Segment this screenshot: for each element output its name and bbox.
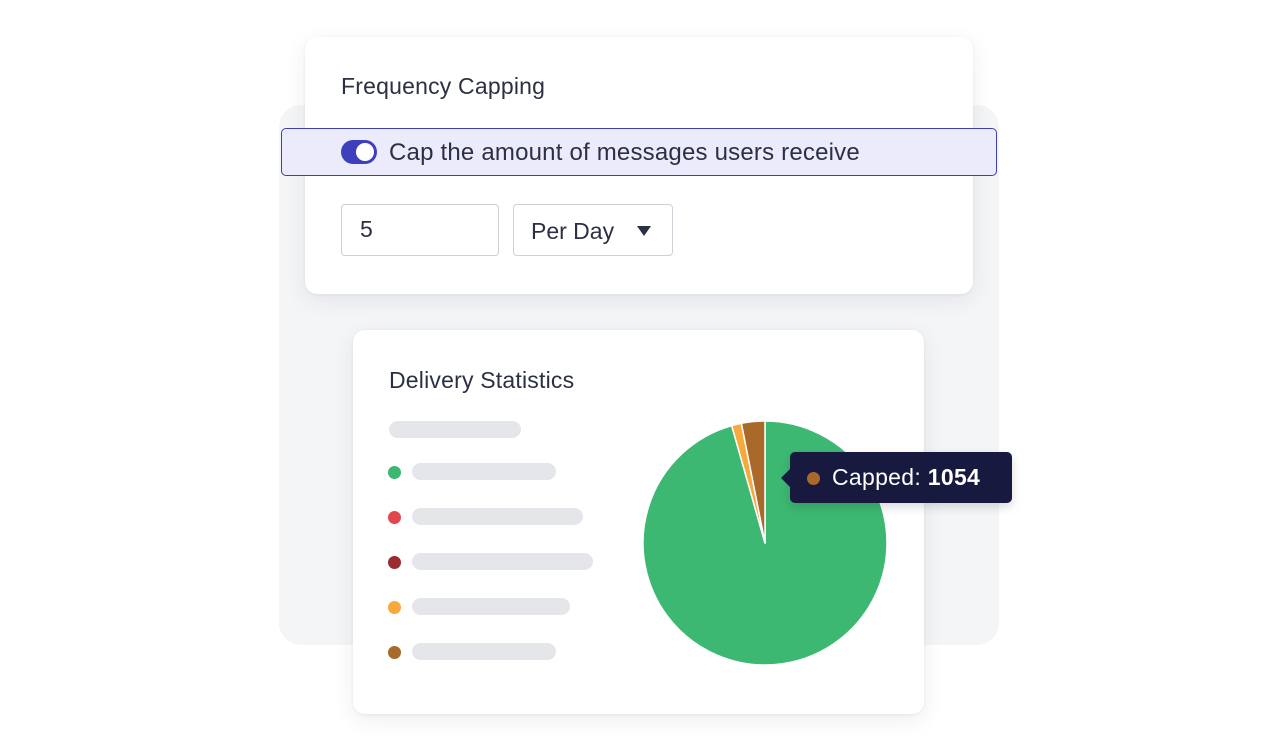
cap-messages-label: Cap the amount of messages users receive — [389, 139, 860, 166]
frequency-capping-title: Frequency Capping — [341, 73, 546, 99]
period-select-value: Per Day — [531, 218, 615, 244]
legend-dot — [388, 646, 401, 659]
cap-messages-toggle-row[interactable]: Cap the amount of messages users receive — [281, 128, 997, 176]
legend-dot — [388, 601, 401, 614]
cap-messages-toggle[interactable] — [341, 140, 377, 164]
delivery-statistics-title: Delivery Statistics — [389, 367, 575, 393]
legend-dot — [388, 556, 401, 569]
legend-label-placeholder — [412, 553, 593, 570]
legend-label-placeholder — [412, 508, 583, 525]
tooltip-value: 1054 — [927, 464, 981, 490]
legend-header-placeholder — [389, 421, 521, 438]
tooltip-text: Capped: 1054 — [832, 464, 980, 491]
caret-down-icon — [637, 226, 651, 236]
tooltip-label: Capped: — [832, 464, 922, 490]
pie-tooltip: Capped: 1054 — [781, 452, 1012, 503]
tooltip-color-dot — [807, 472, 820, 485]
toggle-knob — [356, 143, 374, 161]
message-limit-input[interactable]: 5 — [341, 204, 499, 256]
delivery-statistics-card: Delivery Statistics — [353, 330, 924, 714]
pie-slice[interactable] — [740, 420, 766, 544]
legend-label-placeholder — [412, 463, 556, 480]
legend-dot — [388, 511, 401, 524]
legend-label-placeholder — [412, 643, 556, 660]
legend-dot — [388, 466, 401, 479]
period-select[interactable]: Per Day — [513, 204, 673, 256]
legend-label-placeholder — [412, 598, 570, 615]
